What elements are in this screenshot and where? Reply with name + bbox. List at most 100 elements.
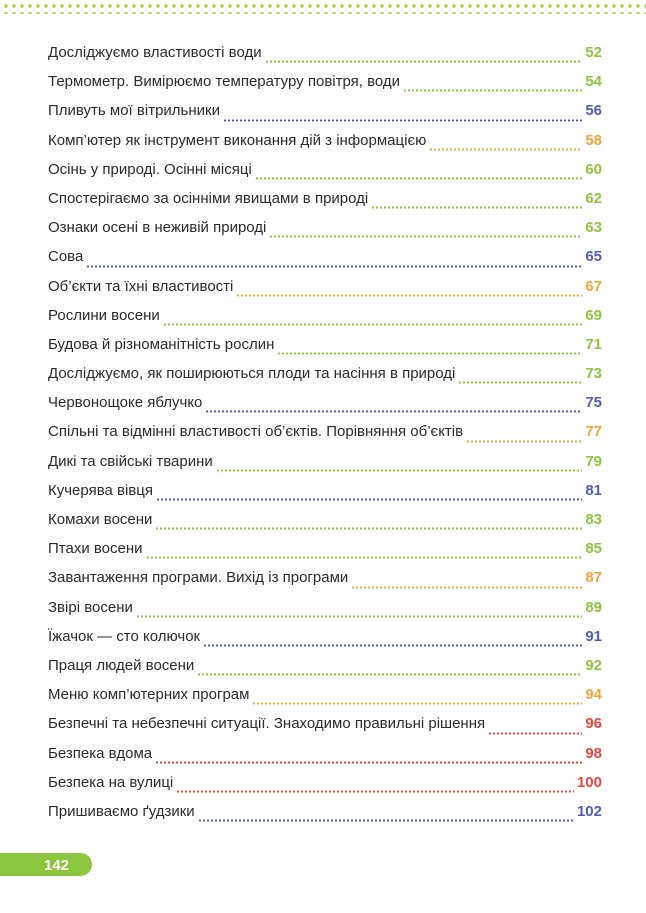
- dot-leader: [145, 556, 583, 560]
- dot-leader: [155, 527, 583, 531]
- toc-entry-title: Досліджуємо, як поширюються плоди та нас…: [48, 365, 456, 383]
- toc-entry[interactable]: Безпека на вулиці 100: [48, 774, 602, 803]
- toc-entry-title: Птахи восени: [48, 540, 143, 558]
- toc-entry[interactable]: Птахи восени 85: [48, 540, 602, 569]
- toc-entry-title: Досліджуємо властивості води: [48, 44, 262, 61]
- toc-entry-title: Меню комп’ютерних програм: [48, 686, 250, 704]
- toc-entry-page: 85: [585, 540, 602, 558]
- toc-entry-page: 52: [585, 44, 602, 61]
- toc-entry-title: Комахи восени: [48, 511, 153, 528]
- toc-entry[interactable]: Дикі та свійські тварини 79: [48, 453, 602, 482]
- toc-entry-title: Безпечні та небезпечні ситуації. Знаходи…: [48, 715, 486, 733]
- dot-leader: [215, 468, 583, 472]
- toc-entry[interactable]: Осінь у природі. Осінні місяці 60: [48, 161, 602, 190]
- toc-entry-page: 58: [585, 131, 602, 149]
- dot-leader: [162, 322, 583, 326]
- toc-entry[interactable]: Меню комп’ютерних програм 94: [48, 686, 602, 715]
- page-number-tab: [0, 853, 92, 876]
- toc-entry-title: Пришиваємо ґудзики: [48, 802, 195, 820]
- toc-entry[interactable]: Звірі восени 89: [48, 599, 602, 628]
- dot-leader: [466, 439, 583, 443]
- toc-entry-page: 60: [585, 160, 602, 178]
- dot-leader: [222, 118, 583, 122]
- toc-entry[interactable]: Об’єкти та їхні властивості 67: [48, 278, 602, 307]
- toc-entry-page: 79: [585, 452, 602, 470]
- dot-leader: [488, 731, 583, 735]
- dot-leader: [252, 702, 583, 706]
- toc-entry[interactable]: Спільні та відмінні властивості об’єктів…: [48, 423, 602, 452]
- dot-leader: [156, 498, 583, 501]
- dot-leader: [176, 789, 574, 793]
- toc-entry[interactable]: Комп’ютер як інструмент виконання дій з …: [48, 132, 602, 161]
- toc-entry-title: Будова й різноманітність рослин: [48, 335, 275, 353]
- toc-entry-page: 98: [585, 744, 602, 762]
- toc-entry[interactable]: Ознаки осені в неживій природі 63: [48, 219, 602, 248]
- dot-leader: [254, 176, 583, 180]
- toc-entry[interactable]: Їжачок — сто колючок 91: [48, 628, 602, 657]
- toc-entry-page: 87: [585, 569, 602, 587]
- toc-entry-page: 102: [576, 802, 602, 820]
- table-of-contents: Досліджуємо властивості води 52 Термометр.…: [48, 44, 602, 832]
- dot-leader: [429, 147, 583, 151]
- toc-entry[interactable]: Червонощоке яблучко 75: [48, 394, 602, 423]
- toc-entry-page: 62: [585, 189, 602, 207]
- toc-entry-page: 54: [585, 73, 602, 91]
- toc-entry-page: 100: [576, 773, 602, 791]
- dot-leader: [236, 293, 583, 297]
- toc-entry-page: 94: [585, 686, 602, 704]
- toc-entry-title: Об’єкти та їхні властивості: [48, 277, 234, 295]
- toc-entry-page: 77: [585, 423, 602, 441]
- toc-entry[interactable]: Безпека вдома 98: [48, 745, 602, 774]
- toc-entry-title: Звірі восени: [48, 598, 133, 616]
- toc-entry-page: 67: [585, 277, 602, 295]
- dot-leader: [205, 410, 583, 414]
- dot-leader: [264, 60, 583, 64]
- toc-entry-title: Осінь у природі. Осінні місяці: [48, 160, 252, 178]
- dotted-top-border: [0, 0, 646, 14]
- toc-entry-page: 92: [585, 656, 602, 674]
- toc-entry[interactable]: Досліджуємо властивості води 52: [48, 44, 602, 73]
- toc-entry[interactable]: Досліджуємо, як поширюються плоди та нас…: [48, 365, 602, 394]
- toc-entry-title: Термометр. Вимірюємо температуру повітря…: [48, 73, 401, 91]
- toc-entry[interactable]: Будова й різноманітність рослин 71: [48, 336, 602, 365]
- toc-entry-page: 71: [585, 335, 602, 353]
- toc-entry[interactable]: Кучерява вівця 81: [48, 482, 602, 511]
- toc-entry-page: 65: [585, 248, 602, 266]
- dot-leader: [371, 206, 583, 210]
- toc-entry[interactable]: Праця людей восени 92: [48, 657, 602, 686]
- toc-entry-title: Комп’ютер як інструмент виконання дій з …: [48, 131, 427, 149]
- toc-entry-title: Безпека на вулиці: [48, 773, 174, 791]
- dot-leader: [135, 614, 583, 618]
- toc-entry[interactable]: Пливуть мої вітрильники 56: [48, 102, 602, 131]
- toc-entry-title: Пливуть мої вітрильники: [48, 102, 220, 120]
- dot-leader: [197, 819, 574, 823]
- toc-entry-page: 73: [585, 365, 602, 383]
- toc-entry[interactable]: Термометр. Вимірюємо температуру повітря…: [48, 73, 602, 102]
- dot-leader: [351, 585, 583, 589]
- toc-entry-title: Рослини восени: [48, 306, 160, 324]
- toc-entry-page: 83: [585, 511, 602, 528]
- toc-entry-title: Спільні та відмінні властивості об’єктів…: [48, 423, 464, 441]
- toc-entry[interactable]: Рослини восени 69: [48, 307, 602, 336]
- toc-entry-title: Дикі та свійські тварини: [48, 452, 213, 470]
- page-number: 142: [44, 857, 70, 874]
- toc-entry-page: 56: [585, 102, 602, 120]
- toc-entry-title: Їжачок — сто колючок: [48, 627, 201, 645]
- toc-entry-title: Кучерява вівця: [48, 481, 153, 499]
- toc-entry[interactable]: Пришиваємо ґудзики 102: [48, 803, 602, 832]
- toc-entry-title: Безпека вдома: [48, 744, 153, 762]
- dot-leader: [277, 352, 583, 356]
- toc-entry-page: 63: [585, 219, 602, 237]
- toc-entry-title: Ознаки осені в неживій природі: [48, 219, 267, 237]
- dot-leader: [197, 673, 583, 677]
- toc-entry[interactable]: Завантаження програми. Вихід із програми…: [48, 569, 602, 598]
- toc-entry-title: Праця людей восени: [48, 656, 195, 674]
- toc-entry-page: 69: [585, 306, 602, 324]
- toc-entry[interactable]: Комахи восени 83: [48, 511, 602, 540]
- toc-entry[interactable]: Безпечні та небезпечні ситуації. Знаходи…: [48, 715, 602, 744]
- toc-entry-page: 75: [585, 394, 602, 412]
- toc-entry-title: Червонощоке яблучко: [48, 394, 203, 412]
- dot-leader: [86, 264, 583, 268]
- toc-entry[interactable]: Спостерігаємо за осінніми явищами в прир…: [48, 190, 602, 219]
- toc-entry[interactable]: Сова 65: [48, 248, 602, 277]
